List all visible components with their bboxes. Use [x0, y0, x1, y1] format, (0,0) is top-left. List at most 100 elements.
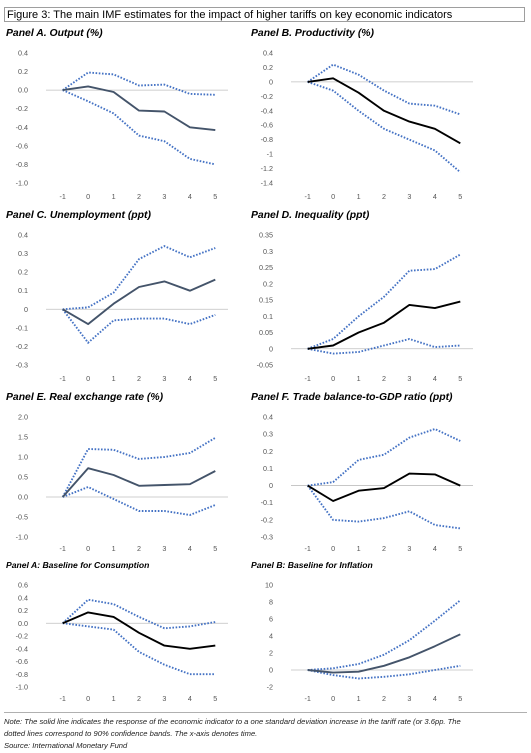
- panel-d-xtick-label: 3: [407, 374, 411, 383]
- panel-h-xtick-label: 3: [407, 694, 411, 703]
- panel-c-ytick-label: -0.1: [16, 323, 28, 332]
- panel-f-ytick-label: -0.1: [261, 498, 273, 507]
- panel-e-title: Panel E. Real exchange rate (%): [6, 392, 164, 403]
- panel-a-xtick-label: -1: [60, 192, 66, 201]
- panel-d-ytick-label: 0.25: [259, 263, 273, 272]
- panel-f-title: Panel F. Trade balance-to-GDP ratio (ppt…: [251, 392, 453, 403]
- panel-a-ytick-label: -0.8: [16, 160, 28, 169]
- panel-e-ytick-label: 0.0: [18, 493, 28, 502]
- panel-c-xtick-label: 0: [86, 374, 90, 383]
- panel-g-ytick-label: -0.2: [16, 632, 28, 641]
- panel-c-ytick-label: -0.3: [16, 361, 28, 370]
- panel-b-title: Panel B. Productivity (%): [251, 28, 374, 39]
- panel-a-ytick-label: -1.0: [16, 179, 28, 188]
- panel-e-ytick-label: -0.5: [16, 513, 28, 522]
- panel-a-estimate-line: [62, 85, 216, 132]
- panel-b-estimate-line: [307, 77, 461, 145]
- note-line-1: Note: The solid line indicates the respo…: [4, 717, 461, 726]
- panel-e-lower-band-line: [62, 485, 216, 516]
- panel-a-title: Panel A. Output (%): [6, 28, 103, 39]
- panel-g-ytick-label: 0.0: [18, 619, 28, 628]
- panel-b-ytick-label: -1: [267, 150, 273, 159]
- panel-h-ytick-label: -2: [267, 683, 273, 692]
- panel-e-ytick-label: -1.0: [16, 533, 28, 542]
- panel-g-lower-band-line: [62, 622, 216, 676]
- panel-f-chart: 0.4 0.3 0.2 0.1 0 -0.1 -0.2 -0.3 -1 0 1 2 3 4 5: [261, 413, 473, 553]
- panel-e-xtick-label: 0: [86, 544, 90, 553]
- panel-a-ytick-label: 0.4: [18, 49, 28, 58]
- panel-c-ytick-label: 0: [24, 305, 28, 314]
- panel-d-xtick-label: 2: [382, 374, 386, 383]
- panel-b-lower-band-line: [307, 81, 461, 173]
- panel-g-xtick-label: 3: [162, 694, 166, 703]
- panel-g-xtick-label: -1: [60, 694, 66, 703]
- panel-d-ytick-label: 0.35: [259, 231, 273, 240]
- panel-b-ytick-label: 0: [269, 77, 273, 86]
- panel-h-ytick-label: 6: [269, 615, 273, 624]
- panel-b-upper-band-line: [307, 63, 461, 116]
- panel-h-xtick-label: 1: [357, 694, 361, 703]
- panel-c-title: Panel C. Unemployment (ppt): [6, 210, 151, 221]
- panel-d-chart: 0.35 0.3 0.25 0.2 0.15 0.1 0.05 0 -0.05 -1 0 1 2 3 4 5: [257, 231, 473, 383]
- panel-c-ytick-label: 0.4: [18, 231, 28, 240]
- panel-g-ytick-label: -0.6: [16, 657, 28, 666]
- panel-b-xtick-label: 2: [382, 192, 386, 201]
- panel-f-ytick-label: 0.1: [263, 464, 273, 473]
- panel-f-xtick-label: 1: [357, 544, 361, 553]
- panel-a-ytick-label: -0.2: [16, 104, 28, 113]
- panel-h-chart: 10 8 6 4 2 0 -2 -1 0 1 2 3 4 5: [265, 581, 473, 703]
- panel-e-xtick-label: 3: [162, 544, 166, 553]
- panel-a-xtick-label: 1: [112, 192, 116, 201]
- panel-b-ytick-label: -1.4: [261, 179, 273, 188]
- panel-h-estimate-line: [307, 633, 461, 674]
- panel-f-ytick-label: 0.2: [263, 447, 273, 456]
- panel-g-upper-band-line: [62, 598, 216, 630]
- panel-e-xtick-label: -1: [60, 544, 66, 553]
- panel-a-upper-band-line: [62, 71, 216, 96]
- figure-title: Figure 3: The main IMF estimates for the…: [4, 7, 525, 22]
- panel-f-ytick-label: 0.3: [263, 430, 273, 439]
- panel-b-ytick-label: 0.4: [263, 49, 273, 58]
- panel-d-title: Panel D. Inequality (ppt): [251, 210, 370, 221]
- panel-b-ytick-label: -0.2: [261, 92, 273, 101]
- panel-e-ytick-label: 2.0: [18, 413, 28, 422]
- panel-g-xtick-label: 4: [188, 694, 192, 703]
- panel-f-ytick-label: 0: [269, 481, 273, 490]
- panel-a-chart: 0.4 0.2 0.0 -0.2 -0.4 -0.6 -0.8 -1.0 -1 0 1 2 3 4 5: [16, 49, 228, 201]
- panel-h-lower-band-line: [307, 664, 461, 680]
- panel-e-xtick-label: 1: [112, 544, 116, 553]
- panel-g-xtick-label: 1: [112, 694, 116, 703]
- panel-b-ytick-label: -0.4: [261, 106, 273, 115]
- panel-e-ytick-label: 0.5: [18, 473, 28, 482]
- panel-f-xtick-label: -1: [305, 544, 311, 553]
- panel-a-lower-band-line: [62, 89, 216, 166]
- note-line-2: dotted lines correspond to 90% confidenc…: [4, 729, 258, 738]
- panel-a-ytick-label: 0.2: [18, 67, 28, 76]
- notes-divider: [4, 712, 527, 713]
- panel-d-lower-band-line: [307, 338, 461, 355]
- panel-b-xtick-label: 5: [458, 192, 462, 201]
- panel-d-upper-band-line: [307, 253, 461, 350]
- panel-f-xtick-label: 0: [331, 544, 335, 553]
- panel-f-upper-band-line: [307, 427, 461, 487]
- panel-h-ytick-label: 0: [269, 666, 273, 675]
- panel-c-xtick-label: 2: [137, 374, 141, 383]
- panel-g-title: Panel A: Baseline for Consumption: [6, 560, 150, 570]
- panel-g-ytick-label: -1.0: [16, 683, 28, 692]
- panel-e-xtick-label: 2: [137, 544, 141, 553]
- panel-e-chart: 2.0 1.5 1.0 0.5 0.0 -0.5 -1.0 -1 0 1 2 3 4 5: [16, 413, 228, 553]
- panel-g-ytick-label: 0.4: [18, 593, 28, 602]
- panel-a-ytick-label: -0.6: [16, 141, 28, 150]
- panel-d-ytick-label: 0.05: [259, 328, 273, 337]
- panel-a-ytick-label: -0.4: [16, 123, 28, 132]
- panel-h-ytick-label: 10: [265, 581, 273, 590]
- panel-c-xtick-label: 4: [188, 374, 192, 383]
- panel-b-ytick-label: -0.8: [261, 135, 273, 144]
- panel-c-upper-band-line: [62, 245, 216, 311]
- panel-h-xtick-label: 2: [382, 694, 386, 703]
- panel-d-xtick-label: 0: [331, 374, 335, 383]
- panel-f-ytick-label: 0.4: [263, 413, 273, 422]
- panel-g-ytick-label: 0.2: [18, 606, 28, 615]
- panel-g-xtick-label: 0: [86, 694, 90, 703]
- panel-c-xtick-label: 3: [162, 374, 166, 383]
